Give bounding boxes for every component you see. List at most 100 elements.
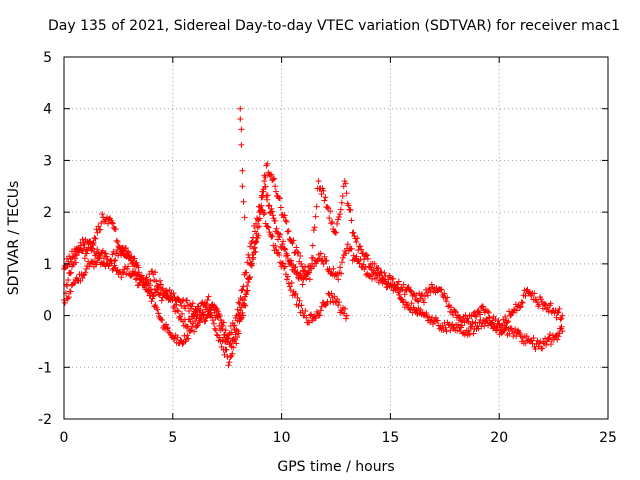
data-point [127, 254, 134, 261]
data-point [163, 287, 170, 294]
data-point [424, 292, 431, 299]
data-point [275, 249, 282, 256]
data-point [426, 313, 433, 320]
data-point [466, 331, 473, 338]
data-point [108, 219, 115, 226]
data-point [95, 223, 102, 230]
data-point [264, 160, 271, 167]
data-point [335, 302, 342, 309]
data-point [82, 269, 89, 276]
data-point [250, 245, 257, 252]
data-point [159, 317, 166, 324]
data-point [342, 180, 349, 187]
data-point [97, 226, 104, 233]
data-point [187, 318, 194, 325]
data-point [264, 196, 271, 203]
data-point [135, 264, 142, 271]
data-point [410, 290, 417, 297]
data-point [395, 278, 402, 285]
data-point [67, 288, 74, 295]
data-point [193, 322, 200, 329]
data-point [113, 268, 120, 275]
data-point [91, 235, 98, 241]
data-point [238, 141, 245, 148]
data-point [249, 256, 256, 263]
data-point [261, 178, 268, 185]
data-point [228, 329, 235, 336]
data-point [280, 260, 287, 267]
data-point [388, 282, 395, 289]
data-point [65, 294, 72, 301]
data-point [303, 314, 310, 321]
data-point [237, 105, 244, 112]
data-point [154, 306, 161, 313]
data-point [184, 332, 191, 339]
data-point [423, 310, 430, 317]
data-point [258, 202, 265, 209]
data-point [277, 204, 284, 211]
data-point [124, 266, 131, 273]
data-point [364, 255, 371, 262]
data-point [270, 176, 277, 183]
data-point [159, 285, 166, 292]
data-point [377, 268, 384, 275]
data-point [162, 288, 169, 295]
data-point [104, 256, 111, 263]
data-point [109, 251, 116, 258]
data-point [296, 297, 303, 304]
data-point [343, 312, 350, 319]
data-point [99, 210, 106, 217]
data-point [174, 307, 181, 314]
data-point [323, 257, 330, 264]
data-point [523, 333, 530, 340]
data-point [472, 312, 479, 319]
data-point [355, 246, 362, 253]
data-point [421, 293, 428, 300]
data-point [233, 340, 240, 347]
data-point [71, 280, 78, 287]
data-point [518, 299, 525, 306]
data-point [241, 297, 248, 304]
data-point [223, 346, 230, 353]
data-point [383, 280, 390, 287]
data-point [251, 240, 258, 247]
data-point [517, 303, 524, 310]
data-point [147, 277, 154, 284]
data-point [281, 263, 288, 270]
data-point [288, 279, 295, 286]
data-point [184, 297, 191, 304]
data-point [407, 305, 414, 312]
data-point [122, 244, 129, 251]
chart-title: Day 135 of 2021, Sidereal Day-to-day VTE… [48, 18, 620, 34]
data-point [443, 298, 450, 305]
data-point [113, 237, 120, 244]
data-point [210, 320, 217, 327]
data-point [310, 263, 317, 270]
data-point [342, 250, 349, 257]
data-point [438, 286, 445, 293]
data-point [558, 315, 565, 322]
data-point [239, 286, 246, 293]
data-point [300, 276, 307, 283]
data-point [274, 236, 281, 243]
data-point [404, 302, 411, 309]
data-point [260, 211, 267, 218]
data-point [299, 263, 306, 270]
data-point [89, 245, 96, 252]
x-tick-label: 5 [168, 430, 177, 446]
data-point [384, 281, 391, 288]
data-point [209, 317, 216, 324]
data-point [526, 289, 533, 296]
data-point [559, 312, 566, 319]
y-tick-label: 2 [43, 205, 52, 221]
data-point [506, 308, 513, 315]
data-point [403, 301, 410, 308]
data-point [338, 270, 345, 277]
data-point [554, 309, 561, 316]
data-point [164, 324, 171, 331]
data-point [133, 259, 140, 266]
data-point [131, 255, 138, 262]
data-point [238, 126, 245, 133]
data-point [273, 188, 280, 195]
